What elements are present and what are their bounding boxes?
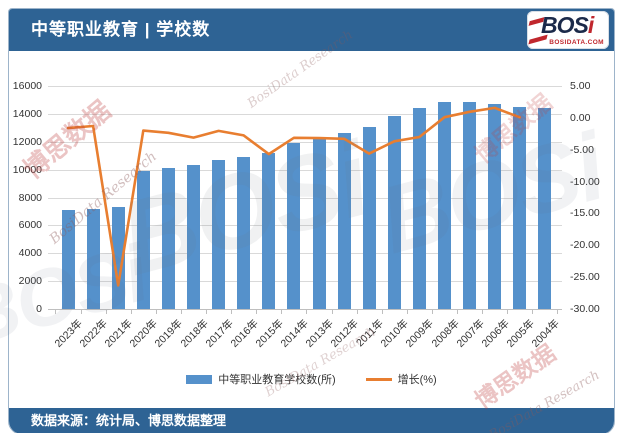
bar (136, 171, 150, 309)
bar (187, 164, 200, 309)
gridline (48, 197, 562, 199)
y-axis-label-right: -30.00 (570, 303, 600, 315)
legend-item-schools: 中等职业教育学校数(所) (186, 371, 336, 387)
x-axis-tick (381, 310, 383, 314)
gridline (48, 169, 562, 171)
x-axis-tick (507, 310, 509, 314)
y-axis-label-right: 5.00 (570, 80, 591, 92)
bar (488, 104, 502, 309)
gridline (48, 113, 562, 115)
page-title: 中等职业教育 | 学校数 (31, 20, 211, 39)
x-axis-tick (482, 310, 484, 314)
x-axis-tick (180, 310, 182, 314)
bar (287, 143, 301, 309)
y-axis-label-left: 10000 (12, 163, 42, 176)
bar (412, 108, 426, 309)
x-axis-tick (331, 310, 333, 314)
header-bar: 中等职业教育 | 学校数 BOSi BOSIDATA.COM (9, 9, 614, 51)
legend-label-growth: 增长(%) (397, 374, 437, 386)
legend-label-schools: 中等职业教育学校数(所) (218, 374, 336, 386)
x-axis-tick (532, 310, 534, 314)
growth-polyline (66, 106, 522, 287)
bar (337, 132, 351, 309)
x-axis-label: 2019年 (152, 317, 186, 350)
y-axis-label-right: -10.00 (570, 175, 600, 188)
y-axis-label-left: 8000 (18, 191, 42, 204)
x-axis-label: 2023年 (52, 317, 85, 350)
y-axis-label-left: 4000 (18, 247, 42, 260)
x-axis-tick (356, 310, 358, 314)
x-axis-tick (80, 310, 82, 314)
x-axis-tick (281, 310, 283, 314)
legend-bar-swatch-icon (186, 374, 213, 384)
x-axis-tick (256, 310, 258, 314)
x-axis-tick (557, 310, 559, 314)
logo-domain: BOSIDATA.COM (549, 39, 604, 46)
x-axis-tick (55, 310, 57, 314)
bar (111, 207, 125, 309)
bar (161, 168, 175, 309)
legend-item-growth: 增长(%) (365, 371, 437, 387)
x-axis-label: 2009年 (403, 317, 437, 350)
gridline (48, 253, 562, 255)
x-axis-tick (130, 310, 132, 314)
y-axis-label-right: -25.00 (570, 271, 600, 284)
x-axis-tick (457, 310, 459, 314)
y-axis-label-right: -5.00 (570, 143, 594, 156)
bar (362, 126, 376, 309)
plot-area (48, 86, 562, 310)
footer-bar: 数据来源：统计局、博思数据整理 (9, 408, 614, 433)
x-axis-tick (155, 310, 157, 314)
y-axis-label-right: -20.00 (570, 239, 600, 252)
bar (513, 107, 527, 309)
chart-area: 中等职业教育学校数(所) 增长(%) 0 2000 4000 6000 8000 1000… (9, 51, 614, 408)
logo-wordmark: BOSi (541, 12, 594, 39)
x-axis-tick (206, 310, 208, 314)
bar (538, 107, 552, 309)
bar (86, 208, 100, 309)
bar (438, 102, 451, 309)
logo-text-main: BOS (541, 12, 589, 38)
data-source: 数据来源：统计局、博思数据整理 (31, 413, 227, 428)
y-axis-label-right: -15.00 (570, 207, 600, 220)
legend: 中等职业教育学校数(所) 增长(%) (9, 371, 614, 387)
x-axis-tick (306, 310, 308, 314)
bosi-logo: BOSi BOSIDATA.COM (527, 11, 609, 49)
x-axis-label: 2008年 (428, 317, 462, 350)
y-axis-label-left: 16000 (12, 80, 42, 92)
gridline (48, 225, 562, 227)
y-axis-label-left: 6000 (18, 219, 42, 232)
gridline (48, 281, 562, 283)
y-axis-label-left: 14000 (12, 107, 42, 120)
x-axis-tick (406, 310, 408, 314)
bar (312, 138, 326, 309)
x-axis-tick (431, 310, 433, 314)
gridline (48, 86, 562, 87)
bar (212, 160, 226, 309)
x-axis-tick (231, 310, 233, 314)
logo-text-i: i (587, 12, 594, 38)
bar (463, 102, 477, 309)
bar (237, 157, 251, 309)
y-axis-label-left: 2000 (18, 275, 42, 288)
growth-line (66, 106, 522, 287)
legend-line-swatch-icon (365, 377, 392, 381)
y-axis-label-right: 0.00 (570, 111, 591, 124)
bar (387, 115, 401, 309)
chart-card: 中等职业教育 | 学校数 BOSi BOSIDATA.COM 中等职业教育学校数… (8, 8, 615, 433)
y-axis-label-left: 12000 (12, 135, 42, 148)
gridline (48, 141, 562, 143)
x-axis-label: 2018年 (177, 317, 211, 350)
bar (262, 152, 276, 309)
bar (61, 210, 75, 309)
y-axis-label-left: 0 (36, 303, 42, 315)
x-axis-tick (105, 310, 107, 314)
